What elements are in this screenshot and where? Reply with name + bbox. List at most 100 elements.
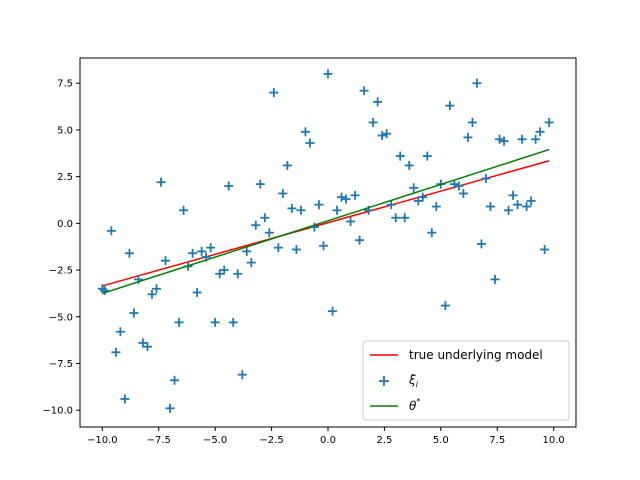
data-point xyxy=(409,183,419,193)
data-point xyxy=(215,269,225,279)
legend-label-theta-superscript: * xyxy=(416,397,420,406)
data-point xyxy=(328,306,338,316)
data-point xyxy=(463,132,473,142)
y-axis: −10.0 −7.5 −5.0 −2.5 0.0 2.5 5.0 7.5 xyxy=(42,79,80,417)
data-point xyxy=(526,196,536,206)
x-tick-label: 10.0 xyxy=(543,435,565,446)
data-point xyxy=(427,228,437,238)
y-tick-label: 2.5 xyxy=(57,172,73,183)
data-point xyxy=(346,216,356,226)
y-tick-label: −2.5 xyxy=(49,266,73,277)
data-point xyxy=(300,127,310,137)
legend-label-theta-main: θ xyxy=(409,399,417,413)
data-point xyxy=(350,190,360,200)
data-point xyxy=(323,69,333,79)
x-tick-label: 5.0 xyxy=(433,435,449,446)
data-point xyxy=(481,174,491,184)
data-point xyxy=(368,117,378,127)
data-point xyxy=(355,235,365,245)
data-point xyxy=(111,347,121,357)
data-point xyxy=(106,226,116,236)
data-point xyxy=(440,301,450,311)
data-point xyxy=(400,213,410,223)
data-point xyxy=(124,248,134,258)
data-point xyxy=(219,265,229,275)
series-line-theta-star xyxy=(102,148,550,295)
data-point xyxy=(174,317,184,327)
data-point xyxy=(373,97,383,107)
data-point xyxy=(499,136,509,146)
data-point xyxy=(431,202,441,212)
y-tick-label: −7.5 xyxy=(49,359,73,370)
x-tick-label: 0.0 xyxy=(320,435,336,446)
y-tick-label: −5.0 xyxy=(49,312,73,323)
x-tick-label: −5.0 xyxy=(203,435,227,446)
legend: true underlying model ξi θ* xyxy=(362,340,570,421)
data-point xyxy=(540,245,550,255)
data-point xyxy=(278,188,288,198)
data-point xyxy=(395,151,405,161)
data-point xyxy=(156,177,166,187)
data-point xyxy=(170,375,180,385)
data-point xyxy=(142,342,152,352)
data-point xyxy=(228,317,238,327)
data-point xyxy=(332,205,342,215)
data-point xyxy=(517,134,527,144)
data-point xyxy=(341,194,351,204)
data-point xyxy=(391,213,401,223)
data-point xyxy=(255,179,265,189)
legend-label-theta-star: θ* xyxy=(409,397,420,413)
x-tick-label: 2.5 xyxy=(376,435,392,446)
data-point xyxy=(282,160,292,170)
data-point xyxy=(422,151,432,161)
data-point xyxy=(147,289,157,299)
data-point xyxy=(179,205,189,215)
x-tick-label: −7.5 xyxy=(147,435,171,446)
x-tick-label: −10.0 xyxy=(87,435,118,446)
data-point xyxy=(287,203,297,213)
data-point xyxy=(314,200,324,210)
data-point xyxy=(458,188,468,198)
data-point xyxy=(413,196,423,206)
data-point xyxy=(490,274,500,284)
legend-label-xi-main: ξ xyxy=(408,373,416,387)
data-point xyxy=(260,213,270,223)
data-point xyxy=(237,370,247,380)
data-point xyxy=(188,248,198,258)
legend-label-true-model: true underlying model xyxy=(409,348,543,362)
data-point xyxy=(233,269,243,279)
data-point xyxy=(522,202,532,212)
x-tick-label: 7.5 xyxy=(489,435,505,446)
data-point xyxy=(513,200,523,210)
data-point xyxy=(197,246,207,256)
y-tick-label: 7.5 xyxy=(57,79,73,90)
data-point xyxy=(291,245,301,255)
data-point xyxy=(161,256,171,266)
data-point xyxy=(544,117,554,127)
data-point xyxy=(165,403,175,413)
data-point xyxy=(296,205,306,215)
y-tick-label: 5.0 xyxy=(57,125,73,136)
data-point xyxy=(210,317,220,327)
data-point xyxy=(192,287,202,297)
data-point xyxy=(129,308,139,318)
data-point xyxy=(246,258,256,268)
data-point xyxy=(337,192,347,202)
data-point xyxy=(467,117,477,127)
legend-label-xi-subscript: i xyxy=(416,380,419,389)
legend-box xyxy=(362,340,570,421)
data-point xyxy=(115,327,125,337)
data-point xyxy=(476,239,486,249)
data-point xyxy=(454,181,464,191)
data-point xyxy=(535,127,545,137)
legend-label-xi: ξi xyxy=(408,373,419,389)
data-point xyxy=(449,179,459,189)
data-point xyxy=(224,181,234,191)
data-point xyxy=(508,190,518,200)
data-point xyxy=(485,202,495,212)
data-point xyxy=(418,192,428,202)
data-point xyxy=(269,88,279,98)
data-point xyxy=(531,134,541,144)
data-point xyxy=(386,200,396,210)
